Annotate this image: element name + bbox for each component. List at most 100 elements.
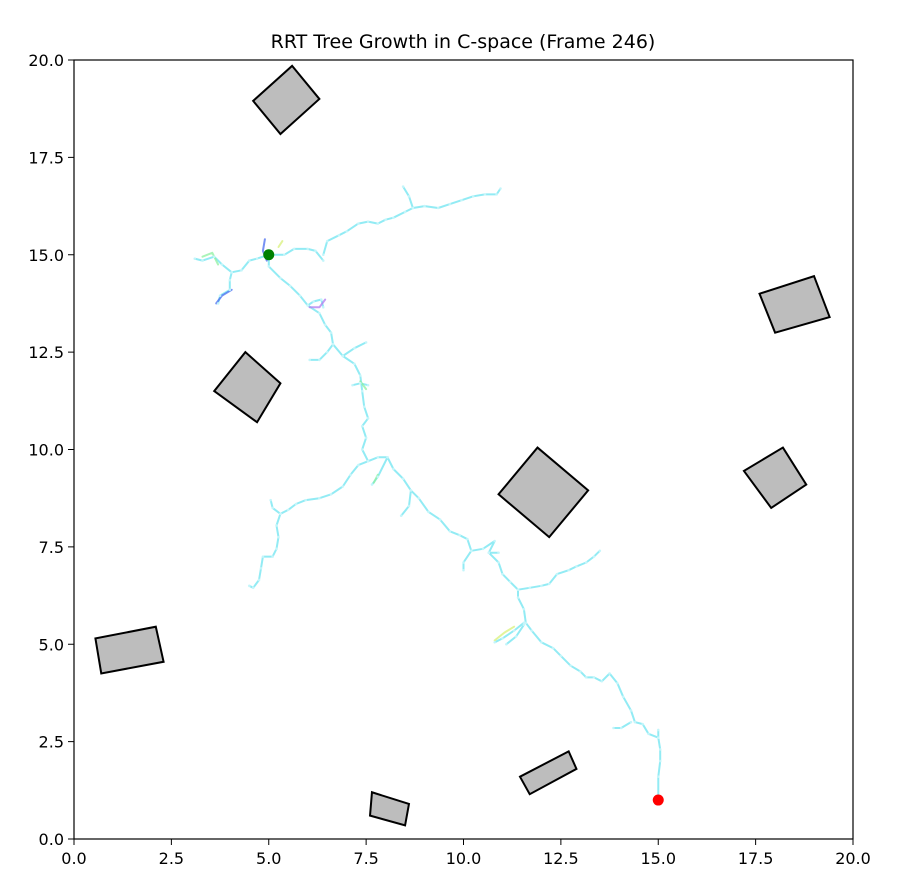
tree-node (483, 193, 487, 196)
tree-node (364, 341, 368, 344)
tree-node (366, 383, 370, 387)
tree-node (318, 496, 321, 500)
x-tick-label: 12.5 (543, 849, 579, 868)
tree-node (501, 572, 504, 576)
tree-node (362, 405, 366, 408)
tree-node (522, 623, 526, 627)
tree-node (286, 508, 290, 512)
tree-node (193, 257, 197, 260)
y-tick-label: 5.0 (39, 635, 64, 654)
tree-node (255, 257, 259, 260)
tree-node (658, 748, 662, 751)
obstacle-2 (212, 350, 282, 424)
tree-node (357, 463, 360, 467)
tree-node (656, 728, 660, 732)
tree-node (569, 664, 572, 667)
tree-node (567, 568, 570, 572)
x-tick-label: 17.5 (738, 849, 774, 868)
tree-node (403, 210, 407, 214)
tree-node (579, 670, 582, 673)
tree-node (466, 537, 469, 541)
tree-node (417, 496, 421, 500)
start-point (263, 249, 275, 261)
tree-node (592, 555, 596, 558)
tree-node (584, 561, 588, 564)
tree-node (341, 354, 345, 358)
tree-node (288, 284, 292, 288)
tree-node (495, 193, 498, 196)
tree-node (212, 255, 216, 258)
tree-node (220, 263, 224, 266)
tree-node (370, 483, 374, 486)
tree-branch-18 (493, 621, 525, 644)
tree-node (259, 566, 263, 570)
tree-branch-1 (267, 247, 325, 262)
tree-node (592, 676, 596, 679)
axes-frame (73, 59, 854, 840)
obstacle-3 (497, 446, 590, 539)
tree-node (481, 547, 485, 551)
tree-node (298, 294, 302, 297)
tree-branch-20 (612, 721, 632, 729)
x-tick-label: 5.0 (256, 849, 281, 868)
tree-node (629, 709, 633, 712)
tree-node (501, 637, 504, 640)
tree-node (345, 230, 348, 233)
tree-node (438, 518, 442, 521)
tree-node (487, 551, 491, 555)
tree-branch-10 (279, 460, 370, 515)
tree-node (320, 298, 323, 301)
y-tick-label: 12.5 (28, 343, 64, 362)
tree-node (341, 485, 345, 488)
tree-node (275, 547, 278, 551)
tree-node (228, 288, 232, 292)
tree-accent-5 (493, 625, 516, 642)
tree-node (497, 561, 500, 564)
goal-point (652, 794, 664, 806)
tree-node (598, 549, 602, 553)
tree-node (376, 455, 380, 459)
obstacle-6 (94, 625, 165, 675)
tree-node (647, 732, 650, 736)
obstacle-1 (251, 64, 321, 136)
tree-node (436, 206, 440, 210)
tree-node (392, 467, 395, 471)
tree-node (240, 269, 243, 272)
tree-node (516, 588, 520, 592)
tree-node (353, 346, 356, 350)
tree-branch-14 (400, 489, 412, 517)
x-tick-label: 2.5 (159, 849, 184, 868)
tree-node (516, 596, 520, 599)
tree-accent-4 (201, 251, 220, 266)
tree-node (462, 568, 465, 572)
tree-node (409, 489, 413, 492)
tree-node (448, 202, 452, 206)
tree-node (358, 381, 362, 385)
tree-node (499, 187, 502, 190)
tree-node (547, 582, 551, 586)
axis-ticks: 0.0 2.5 5.0 7.5 10.0 12.5 15.0 17.5 20.0 0.0 2.5 5.… (28, 51, 870, 868)
tree-node (530, 629, 533, 632)
x-tick-label: 15.0 (640, 849, 676, 868)
x-tick-label: 10.0 (446, 849, 482, 868)
tree-node (508, 580, 512, 584)
tree-node (251, 586, 255, 590)
tree-node (399, 514, 403, 518)
tree-node (524, 621, 528, 625)
tree-node (329, 331, 333, 334)
y-tick-label: 10.0 (28, 441, 64, 460)
tree-node (512, 629, 516, 632)
tree-node (257, 578, 261, 582)
tree-node (228, 278, 232, 282)
tree-node (216, 302, 220, 305)
tree-node (337, 233, 341, 237)
tree-node (329, 492, 333, 496)
tree-node (277, 535, 280, 539)
tree-node (279, 276, 282, 280)
tree-node (308, 358, 311, 362)
tree-node (401, 185, 405, 188)
tree-node (360, 448, 364, 451)
tree-node (306, 247, 310, 251)
tree-node (321, 306, 325, 309)
y-tick-label: 7.5 (39, 538, 64, 557)
